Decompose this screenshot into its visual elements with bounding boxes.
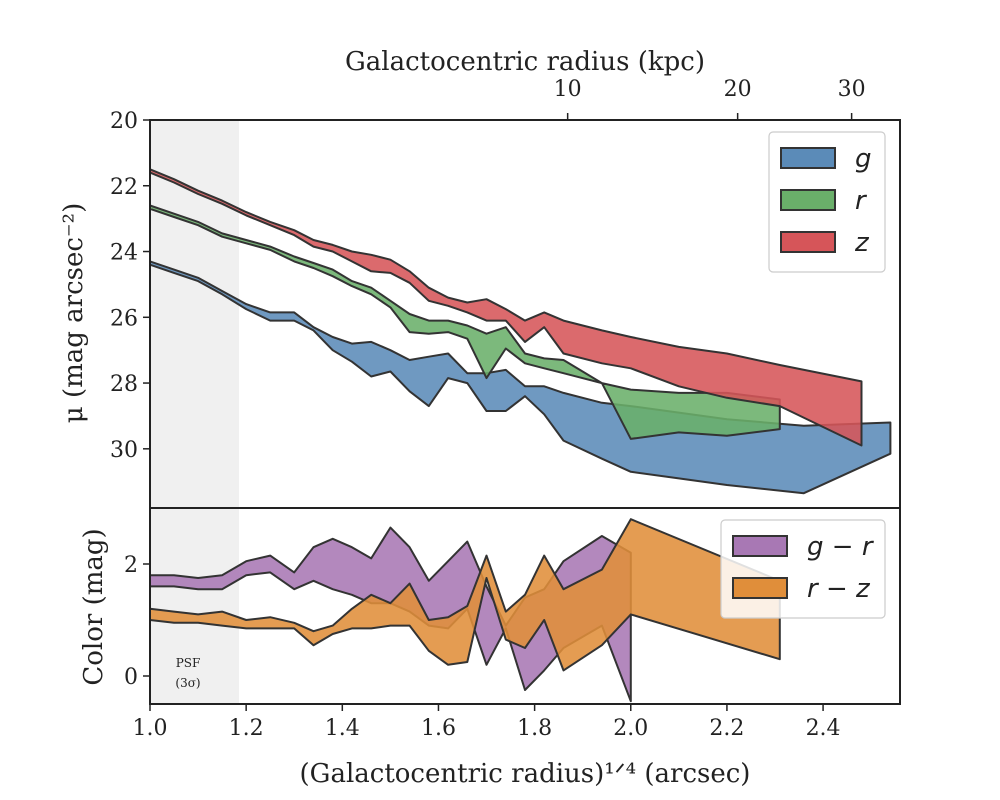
legend-label: g [855,144,872,174]
y-tick-label: 2 [124,553,138,578]
x-tick-label: 2.0 [613,716,648,741]
psf-label-line2: (3σ) [175,676,200,690]
legend-label: r − z [807,574,871,604]
x-tick-label: 2.4 [806,716,841,741]
legends: grz g − r r − z [720,131,886,619]
y-tick-label: 22 [110,175,138,200]
legend-swatch [780,231,836,253]
band-rz [149,518,781,672]
y-tick-label: 26 [110,306,138,331]
color-bands [149,518,781,703]
top-y-axis-label: μ (mag arcsec⁻²) [59,203,89,423]
top-x-axis-label: Galactocentric radius (kpc) [345,47,705,77]
band-z [149,168,863,447]
x-tick-label: 2.2 [709,716,744,741]
legend-swatch [732,577,788,599]
band-gr [149,526,632,703]
legend-label: g − r [807,532,875,562]
top-x-tick-label: 10 [554,77,582,102]
legend-swatch [780,189,836,211]
legend-color: g − r r − z [720,519,886,619]
bottom-y-axis-label: Color (mag) [79,528,109,685]
band-r [149,204,781,440]
psf-region-top [150,120,239,508]
top-x-tick-label: 30 [838,77,866,102]
surface-brightness-bands [149,168,892,495]
legend-swatch [780,147,836,169]
x-tick-label: 1.0 [133,716,168,741]
y-tick-label: 0 [124,665,138,690]
y-tick-label: 24 [110,241,138,266]
bottom-x-axis-label: (Galactocentric radius)¹ᐟ⁴ (arcsec) [300,759,751,789]
band-g [149,260,892,495]
x-tick-label: 1.8 [517,716,552,741]
legend-swatch [732,535,788,557]
y-tick-label: 28 [110,372,138,397]
bottom-panel-frame [149,507,901,705]
top-x-tick-label: 20 [724,77,752,102]
top-x-tick-label: 50 [999,77,1000,102]
x-tick-label: 1.4 [325,716,360,741]
y-tick-label: 30 [110,438,138,463]
legend-surface-brightness: grz [768,131,886,273]
x-tick-label: 1.2 [229,716,264,741]
axis-ticks: 2022242628301020305075100150200021.01.21… [110,77,1000,741]
psf-region-bottom [150,508,239,704]
x-tick-label: 1.6 [421,716,456,741]
psf-label-line1: PSF [176,656,201,670]
y-tick-label: 20 [110,109,138,134]
legend-label: z [854,228,870,258]
legend-label: r [855,186,868,216]
